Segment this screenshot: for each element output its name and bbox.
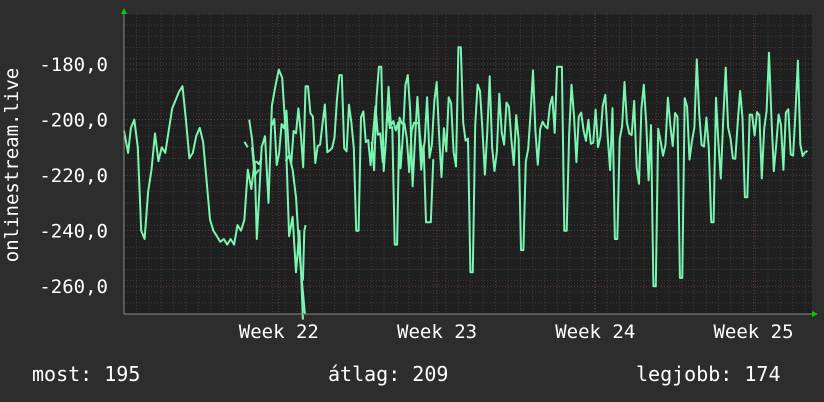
x-tick-label: Week 24 [555,321,635,343]
series-group [123,46,808,320]
x-axis-ticks: Week 22 Week 23 Week 24 Week 25 [239,14,794,343]
y-tick-label: -260,0 [39,276,108,298]
y-tick-label: -180,0 [39,54,108,76]
series-line [301,224,307,281]
series-line [123,68,304,320]
series-line [255,157,263,165]
y-tick-label: -200,0 [39,110,108,132]
series-line [270,74,435,246]
x-tick-label: Week 23 [397,321,477,343]
series-line [251,147,260,177]
summary-current: most: 195 [32,362,141,386]
summary-average: átlag: 209 [328,362,449,386]
series-line [243,141,249,148]
series-line [370,46,808,288]
series-line [284,154,306,315]
y-axis-label: onlinestream.live [1,67,23,263]
x-axis-arrow-icon [812,311,818,317]
summary-best: legjobb: 174 [636,362,781,386]
x-tick-label: Week 22 [239,321,319,343]
y-axis-arrow-icon [121,8,127,14]
y-tick-label: -220,0 [39,165,108,187]
x-tick-label: Week 25 [713,321,793,343]
y-tick-label: -240,0 [39,221,108,243]
